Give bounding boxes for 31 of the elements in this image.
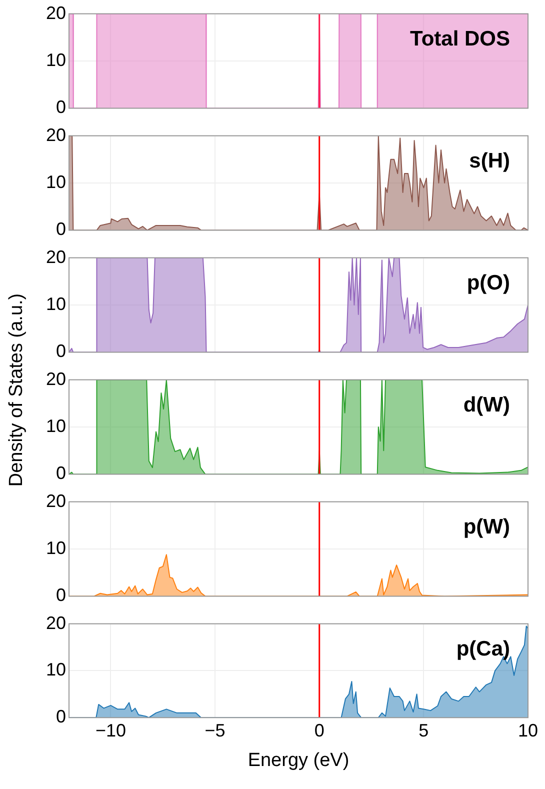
x-tick-label: 0 [314,720,324,740]
text: p(O) [466,272,510,295]
y-tick-label: 0 [56,585,66,606]
y-tick-label: 0 [56,341,66,362]
text: p(Ca) [456,638,510,661]
x-tick-label: 5 [418,720,429,740]
y-tick-label: 10 [46,660,66,680]
text: d(W) [463,394,510,417]
y-tick-label: 20 [46,490,66,511]
y-tick-label: 20 [46,612,66,633]
y-tick-label: 10 [46,294,66,314]
y-tick-label: 20 [46,246,66,267]
y-tick-label: 20 [46,124,66,145]
y-tick-label: 10 [46,538,66,558]
text: p(W) [463,516,510,539]
text: s(H) [469,150,510,173]
y-tick-label: 20 [46,2,66,23]
y-tick-label: 20 [46,368,66,389]
x-axis-title: Energy (eV) [248,750,350,771]
text: Total DOS [410,28,510,51]
x-tick-label: 10 [518,720,538,740]
y-tick-label: 10 [46,416,66,436]
y-tick-label: 0 [56,219,66,240]
y-tick-label: 10 [46,172,66,192]
x-tick-label: −5 [204,720,226,740]
y-tick-label: 0 [56,463,66,484]
y-axis-title: Density of States (a.u.) [6,293,28,487]
y-tick-label: 10 [46,50,66,70]
y-tick-label: 0 [56,706,66,727]
y-tick-label: 0 [56,97,66,118]
x-tick-label: −10 [95,720,126,740]
